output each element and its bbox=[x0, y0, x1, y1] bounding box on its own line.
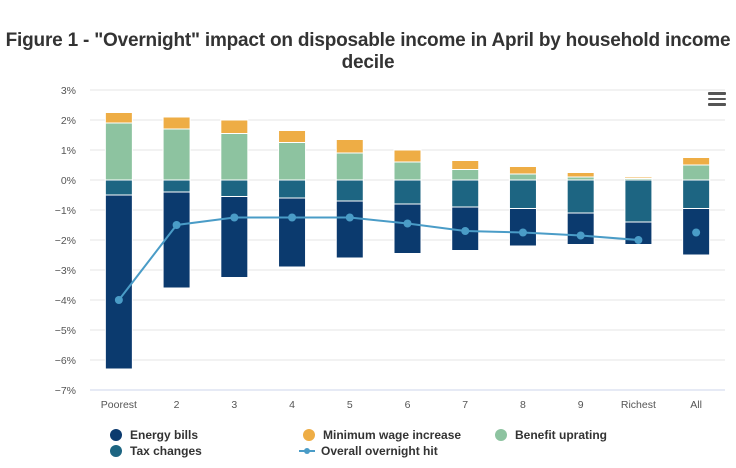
point-overall-hit bbox=[230, 213, 239, 222]
x-tick-label: 6 bbox=[405, 399, 411, 411]
bar-benefit-uprating bbox=[278, 142, 307, 181]
bar-benefit-uprating bbox=[335, 152, 364, 181]
bar-tax-changes bbox=[566, 179, 595, 214]
bar-benefit-uprating bbox=[451, 169, 480, 181]
y-tick-label: −4% bbox=[55, 295, 76, 307]
bar-tax-changes bbox=[335, 179, 364, 202]
bar-energy-bills bbox=[220, 196, 249, 278]
x-tick-label: 7 bbox=[462, 399, 468, 411]
bar-energy-bills bbox=[393, 203, 422, 254]
point-overall-hit bbox=[345, 213, 354, 222]
bar-tax-changes bbox=[104, 179, 133, 196]
x-tick-label: 4 bbox=[289, 399, 295, 411]
x-tick-label: 3 bbox=[231, 399, 237, 411]
bar-tax-changes bbox=[508, 179, 537, 209]
bar-minimum-wage-increase bbox=[566, 172, 595, 178]
bar-benefit-uprating bbox=[508, 173, 537, 181]
legend-swatch-tax-changes bbox=[110, 445, 122, 457]
bar-minimum-wage-increase bbox=[278, 130, 307, 143]
y-tick-label: −1% bbox=[55, 205, 76, 217]
y-tick-label: 2% bbox=[61, 115, 76, 127]
legend: Energy bills Minimum wage increase Benef… bbox=[110, 428, 710, 462]
y-tick-label: −6% bbox=[55, 355, 76, 367]
y-tick-label: −3% bbox=[55, 265, 76, 277]
point-overall-hit bbox=[114, 296, 123, 304]
bar-minimum-wage-increase bbox=[104, 112, 133, 124]
bar-energy-bills bbox=[278, 197, 307, 268]
x-tick-label: 8 bbox=[520, 399, 526, 411]
legend-label-benefit-uprating: Benefit uprating bbox=[515, 428, 607, 442]
bar-energy-bills bbox=[508, 208, 537, 247]
point-overall-hit bbox=[518, 228, 527, 237]
bar-energy-bills bbox=[566, 212, 595, 245]
bar-tax-changes bbox=[393, 179, 422, 205]
bar-minimum-wage-increase bbox=[451, 160, 480, 170]
bar-benefit-uprating bbox=[393, 161, 422, 181]
point-overall-hit bbox=[461, 227, 470, 235]
point-overall-hit bbox=[634, 236, 643, 244]
y-tick-label: −7% bbox=[55, 385, 76, 397]
point-overall-hit bbox=[288, 213, 297, 222]
bar-tax-changes bbox=[220, 179, 249, 197]
bar-benefit-uprating bbox=[162, 128, 191, 181]
legend-item-tax-changes[interactable]: Tax changes bbox=[110, 444, 202, 458]
bar-minimum-wage-increase bbox=[393, 149, 422, 163]
menu-hamburger-icon[interactable] bbox=[708, 92, 726, 106]
bar-minimum-wage-increase bbox=[682, 157, 711, 166]
y-tick-label: −5% bbox=[55, 325, 76, 337]
y-tick-label: 3% bbox=[61, 85, 76, 97]
legend-swatch-minimum-wage bbox=[303, 429, 315, 441]
y-tick-label: −2% bbox=[55, 235, 76, 247]
point-overall-hit bbox=[576, 231, 585, 240]
bar-minimum-wage-increase bbox=[335, 139, 364, 154]
legend-label-energy-bills: Energy bills bbox=[130, 428, 199, 442]
legend-label-overall-hit: Overall overnight hit bbox=[321, 444, 438, 458]
legend-label-tax-changes: Tax changes bbox=[130, 444, 202, 458]
bar-tax-changes bbox=[624, 179, 653, 223]
point-overall-hit bbox=[403, 219, 412, 228]
bar-benefit-uprating bbox=[220, 133, 249, 181]
x-tick-label: Richest bbox=[621, 399, 656, 411]
bar-tax-changes bbox=[451, 179, 480, 208]
bar-energy-bills bbox=[104, 194, 133, 370]
bar-tax-changes bbox=[682, 179, 711, 209]
legend-swatch-overall-hit bbox=[299, 445, 315, 457]
legend-item-energy-bills[interactable]: Energy bills bbox=[110, 428, 198, 442]
bar-tax-changes bbox=[278, 179, 307, 199]
chart-title: Figure 1 - "Overnight" impact on disposa… bbox=[5, 30, 731, 73]
legend-item-overall-hit[interactable]: Overall overnight hit bbox=[299, 444, 438, 458]
x-tick-label: All bbox=[690, 399, 702, 411]
bar-energy-bills bbox=[162, 191, 191, 289]
x-tick-label: 2 bbox=[174, 399, 180, 411]
bar-minimum-wage-increase bbox=[162, 116, 191, 130]
bar-tax-changes bbox=[162, 179, 191, 193]
point-overall-hit bbox=[692, 228, 701, 237]
legend-swatch-energy-bills bbox=[110, 429, 122, 441]
bar-minimum-wage-increase bbox=[220, 119, 249, 134]
bar-benefit-uprating bbox=[104, 122, 133, 181]
bar-minimum-wage-increase bbox=[624, 176, 653, 179]
legend-swatch-benefit-uprating bbox=[495, 429, 507, 441]
x-tick-label: 5 bbox=[347, 399, 353, 411]
bar-benefit-uprating bbox=[682, 164, 711, 181]
bar-energy-bills bbox=[335, 200, 364, 259]
bar-minimum-wage-increase bbox=[508, 166, 537, 175]
x-tick-label: Poorest bbox=[101, 399, 137, 411]
point-overall-hit bbox=[172, 221, 181, 229]
y-tick-label: 1% bbox=[61, 145, 76, 157]
legend-item-minimum-wage[interactable]: Minimum wage increase bbox=[303, 428, 461, 442]
legend-label-minimum-wage: Minimum wage increase bbox=[323, 428, 462, 442]
x-tick-label: 9 bbox=[578, 399, 584, 411]
line-overall-hit bbox=[118, 216, 639, 301]
legend-item-benefit-uprating[interactable]: Benefit uprating bbox=[495, 428, 607, 442]
y-tick-label: 0% bbox=[61, 175, 76, 187]
